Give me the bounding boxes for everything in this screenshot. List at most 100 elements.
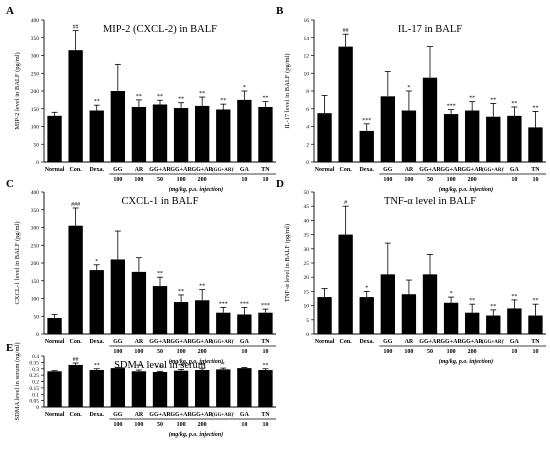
category-label: GG+AR — [170, 167, 192, 173]
bar — [47, 115, 62, 162]
dose-label: 100 — [177, 422, 186, 428]
y-tick-label: 200 — [31, 89, 40, 95]
category-label: GG+AR — [461, 339, 483, 345]
category-label: GA — [240, 167, 250, 173]
bar — [152, 286, 168, 334]
y-tick-label: 400 — [31, 18, 40, 24]
y-tick-label: 0.3 — [32, 367, 39, 373]
dose-label: 100 — [113, 422, 122, 428]
bar — [422, 274, 438, 334]
significance-marker: ** — [469, 96, 475, 102]
y-tick-label: 0.1 — [32, 392, 39, 398]
significance-marker: *** — [447, 104, 456, 110]
bar — [47, 318, 62, 334]
y-tick-label: 5 — [306, 318, 309, 324]
y-tick-label: 15 — [304, 289, 310, 295]
dose-label: 200 — [198, 422, 207, 428]
category-label: Dexa. — [359, 339, 374, 345]
y-axis-label: SDMA level in serum (ng/ml) — [14, 343, 21, 421]
category-label: TN — [261, 167, 270, 173]
dose-label: 50 — [427, 177, 433, 183]
bar — [195, 370, 210, 407]
category-label: GG — [383, 339, 393, 345]
bar — [68, 364, 83, 407]
significance-marker: ** — [532, 105, 538, 111]
x-axis-label: (mg/kg, p.o. injection) — [169, 431, 224, 438]
dose-label: 100 — [113, 177, 122, 183]
category-label: GG+AR — [440, 167, 462, 173]
y-tick-label: 35 — [304, 233, 310, 239]
category-label: Normal — [315, 339, 335, 345]
bar — [359, 297, 374, 334]
panel-letter: E — [6, 342, 13, 354]
bar — [89, 370, 104, 407]
bar — [465, 110, 480, 162]
category-label: GG+AR — [461, 167, 483, 173]
bar — [216, 109, 231, 162]
bar — [110, 91, 125, 162]
y-tick-label: 0.15 — [29, 386, 39, 392]
category-label: GG+AR — [419, 339, 441, 345]
bar — [195, 105, 210, 162]
category-label: TN — [531, 167, 540, 173]
dose-label: 10 — [511, 177, 517, 183]
bar — [110, 259, 125, 334]
dose-label: 50 — [427, 349, 433, 355]
y-tick-label: 14 — [304, 36, 310, 42]
y-tick-label: 350 — [31, 36, 40, 42]
significance-marker: ## — [73, 25, 79, 31]
dose-label: 100 — [383, 177, 392, 183]
dose-label: 50 — [157, 177, 163, 183]
bar — [401, 110, 417, 162]
category-label: GG+AR — [149, 167, 171, 173]
dose-label: 100 — [404, 177, 413, 183]
category-label: GG — [113, 339, 123, 345]
x-axis-label: (mg/kg, p.o. injection) — [439, 358, 494, 365]
category-label: GA — [240, 412, 250, 418]
panel-b: B IL-17 in BALF IL-17 level in BALF (pg/ml… — [276, 5, 546, 193]
bar — [380, 96, 395, 162]
dose-label: 10 — [241, 349, 247, 355]
y-axis-label: CXCL-1 level in BALF (pg/ml) — [14, 221, 21, 304]
y-tick-label: 0.05 — [29, 399, 39, 405]
significance-marker: *** — [156, 365, 165, 371]
bar — [237, 314, 252, 334]
bar — [131, 371, 147, 407]
significance-marker: ## — [343, 28, 349, 34]
dose-label: 100 — [177, 177, 186, 183]
panel-a: A MIP-2 (CXCL-2) in BALF MIP-2 level in BA… — [6, 5, 276, 193]
y-tick-label: 200 — [31, 261, 40, 267]
bar — [173, 302, 189, 334]
bar — [152, 371, 168, 407]
category-label: TN — [261, 412, 270, 418]
y-tick-label: 50 — [34, 314, 40, 320]
chart-title: MIP-2 (CXCL-2) in BALF — [103, 24, 217, 35]
y-tick-label: 250 — [31, 71, 40, 77]
category-label: Normal — [45, 339, 65, 345]
panel-letter: B — [276, 5, 284, 17]
category-label: GG — [113, 412, 123, 418]
significance-marker: ** — [136, 94, 142, 100]
category-label: GG+AR — [440, 339, 462, 345]
category-label: GG+AR — [191, 412, 213, 418]
y-tick-label: 20 — [304, 275, 310, 281]
category-label: AR — [405, 167, 414, 173]
category-label: (GG+AR)' — [212, 413, 235, 418]
bar — [47, 371, 62, 407]
dose-label: 10 — [262, 349, 268, 355]
significance-marker: ** — [94, 99, 100, 105]
category-label: GG+AR — [170, 412, 192, 418]
y-tick-label: 0 — [36, 332, 39, 338]
significance-marker: ** — [136, 364, 142, 370]
y-tick-label: 50 — [304, 190, 310, 196]
y-tick-label: 0.4 — [32, 354, 39, 360]
category-label: Dexa. — [359, 167, 374, 173]
bar — [422, 77, 438, 162]
bar — [338, 46, 353, 162]
significance-marker: ### — [71, 202, 80, 208]
significance-marker: ** — [199, 91, 205, 97]
significance-marker: # — [344, 200, 347, 206]
category-label: GA — [510, 339, 520, 345]
category-label: GG+AR — [191, 339, 213, 345]
